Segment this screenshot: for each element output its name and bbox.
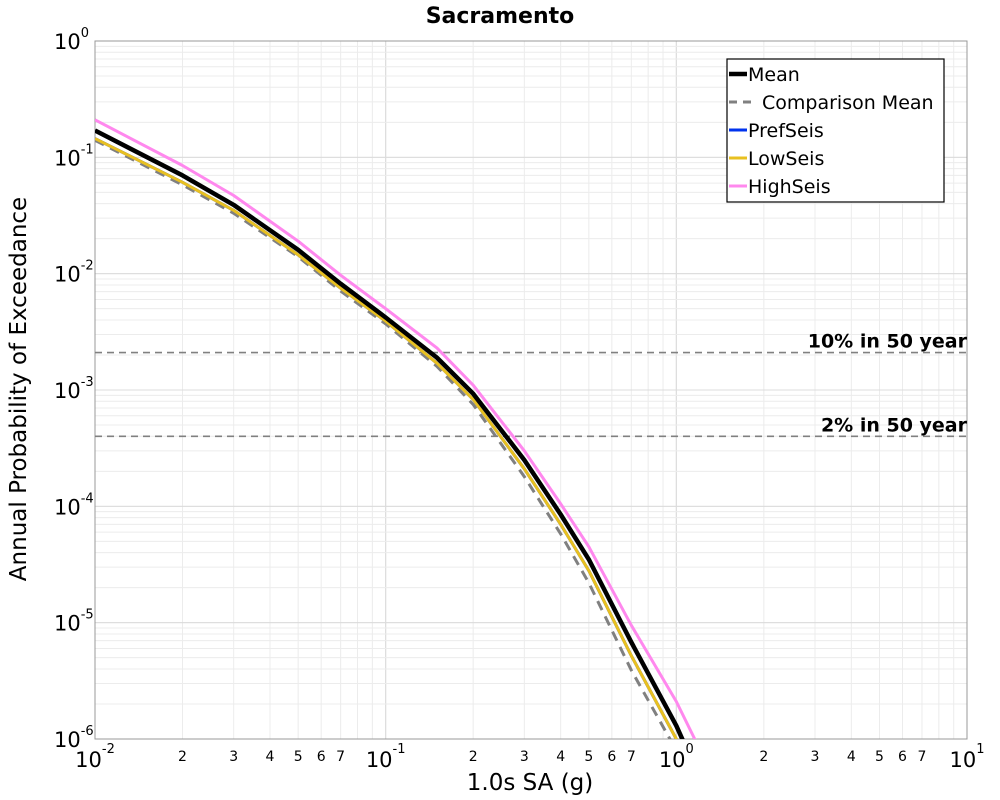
- x-minor-tick-label: 3: [520, 749, 529, 765]
- x-minor-tick-label: 6: [898, 749, 907, 765]
- y-tick-label: 10-3: [54, 375, 94, 403]
- x-minor-tick-label: 2: [178, 749, 187, 765]
- x-axis-label: 1.0s SA (g): [467, 770, 594, 796]
- x-minor-tick-label: 3: [229, 749, 238, 765]
- legend-label: Comparison Mean: [762, 92, 934, 114]
- x-minor-tick-label: 7: [336, 749, 345, 765]
- y-axis-ticks: 100 10-1 10-2 10-3 10-4 10-5 10-6: [54, 26, 94, 752]
- y-tick-label: 10-4: [54, 491, 94, 519]
- legend-label: Mean: [748, 64, 800, 86]
- x-minor-tick-label: 7: [627, 749, 636, 765]
- x-minor-tick-label: 7: [918, 749, 927, 765]
- legend: Mean Comparison Mean PrefSeis LowSeis HighSe…: [726, 58, 945, 203]
- y-tick-label: 10-2: [54, 259, 94, 287]
- x-minor-tick-label: 3: [811, 749, 820, 765]
- x-tick-label: 101: [949, 742, 984, 772]
- x-minor-tick-label: 5: [875, 749, 884, 765]
- series-line-highseis: [95, 118, 697, 739]
- x-minor-tick-label: 5: [584, 749, 593, 765]
- grid: [94, 40, 968, 740]
- y-axis-label: Annual Probability of Exceedance: [6, 197, 32, 581]
- x-minor-tick-label: 2: [469, 749, 478, 765]
- series-lines: [95, 118, 697, 739]
- y-tick-label: 10-1: [54, 142, 94, 170]
- legend-box: [726, 58, 945, 203]
- x-minor-tick-label: 2: [759, 749, 768, 765]
- legend-label: LowSeis: [748, 148, 824, 170]
- x-minor-tick-label: 6: [317, 749, 326, 765]
- reference-lines: 10% in 50 year 2% in 50 year: [95, 331, 968, 438]
- series-line-lowseis: [95, 137, 678, 739]
- x-tick-label: 10-2: [75, 742, 115, 772]
- x-tick-label: 10-1: [366, 742, 406, 772]
- x-minor-tick-label: 4: [556, 749, 565, 765]
- plot-frame: [94, 40, 968, 740]
- x-minor-tick-label: 5: [294, 749, 303, 765]
- reference-line-label: 10% in 50 year: [808, 331, 968, 353]
- y-tick-label: 10-6: [54, 724, 94, 752]
- x-minor-tick-label: 6: [607, 749, 616, 765]
- series-line-mean: [95, 128, 685, 739]
- reference-line-label: 2% in 50 year: [821, 414, 968, 436]
- chart-title: Sacramento: [426, 4, 575, 29]
- y-tick-label: 100: [54, 26, 89, 54]
- series-line-comparison-mean: [95, 138, 672, 739]
- x-tick-label: 100: [659, 742, 694, 772]
- legend-label: HighSeis: [748, 176, 831, 198]
- x-minor-tick-label: 4: [847, 749, 856, 765]
- x-minor-tick-label: 4: [266, 749, 275, 765]
- legend-label: PrefSeis: [748, 120, 824, 142]
- y-tick-label: 10-5: [54, 608, 94, 636]
